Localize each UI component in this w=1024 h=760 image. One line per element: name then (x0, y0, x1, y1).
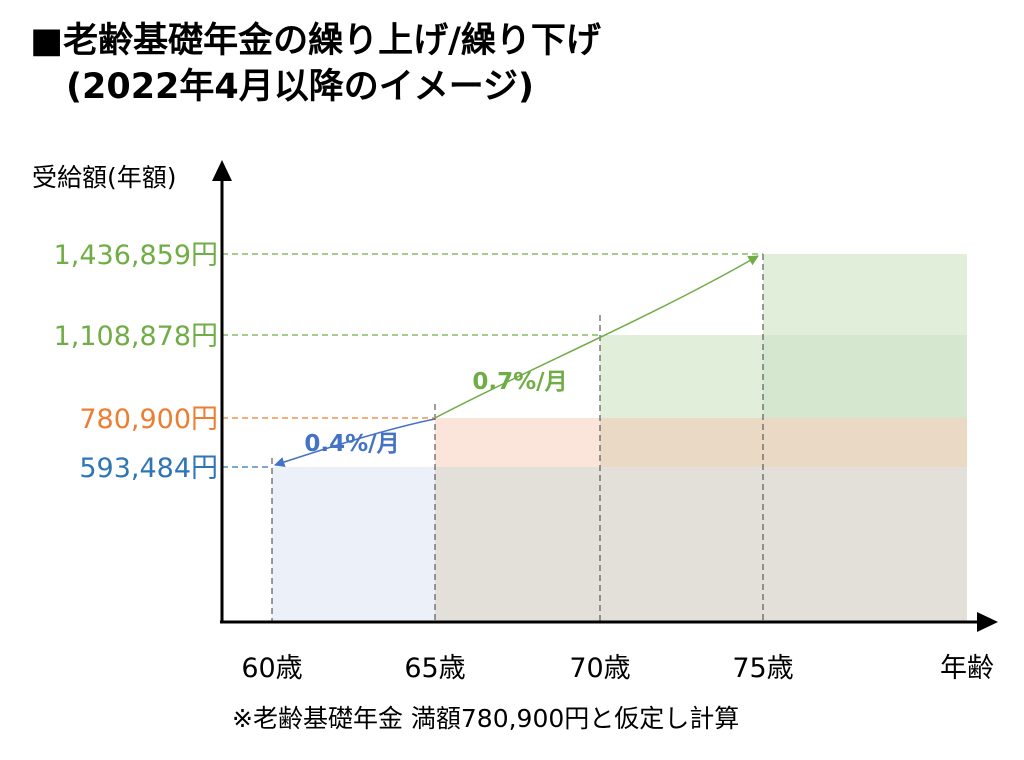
y-label-1436859: 1,436,859円 (54, 240, 218, 271)
x-axis-label: 年齢 (940, 653, 994, 684)
region-60-base (272, 467, 435, 621)
region-70-band-upper (600, 335, 763, 418)
x-tick-labels: 60歳 65歳 70歳 75歳 (241, 653, 793, 684)
region-70-band-lower (600, 418, 967, 467)
chart-title-line1: ■老齢基礎年金の繰り上げ/繰り下げ (30, 21, 601, 61)
x-tick-75: 75歳 (732, 653, 793, 684)
early-rate-label: 0.4%/月 (304, 431, 399, 457)
chart-title-line2: (2022年4月以降のイメージ) (66, 67, 535, 107)
deferred-rate-arrow (434, 255, 759, 419)
region-75-band-upper (763, 335, 967, 418)
chart-title: ■老齢基礎年金の繰り上げ/繰り下げ (2022年4月以降のイメージ) (30, 18, 601, 110)
pension-chart: 受給額(年額) 年齢 1,436,859円 1,108,878円 780,900… (32, 160, 998, 684)
early-rate-arrow (274, 418, 436, 468)
x-tick-65: 65歳 (404, 653, 465, 684)
footnote: ※老齢基礎年金 満額780,900円と仮定し計算 (232, 704, 740, 733)
y-axis-label: 受給額(年額) (32, 163, 177, 192)
region-65-base (435, 467, 967, 621)
region-65-band (435, 418, 600, 467)
age-guides (271, 254, 764, 621)
y-value-labels: 1,436,859円 1,108,878円 780,900円 593,484円 (54, 240, 218, 484)
y-label-1108878: 1,108,878円 (54, 321, 218, 352)
region-75-band-top (763, 254, 967, 335)
x-tick-60: 60歳 (241, 653, 302, 684)
x-axis-arrowhead (977, 612, 998, 632)
deferred-rate-label: 0.7%/月 (472, 369, 567, 395)
y-label-593484: 593,484円 (79, 453, 218, 484)
y-axis-arrowhead (212, 160, 232, 181)
x-tick-70: 70歳 (569, 653, 630, 684)
axes (212, 160, 998, 632)
benefit-regions (272, 254, 967, 621)
value-guides (222, 253, 763, 468)
y-label-780900: 780,900円 (79, 404, 218, 435)
